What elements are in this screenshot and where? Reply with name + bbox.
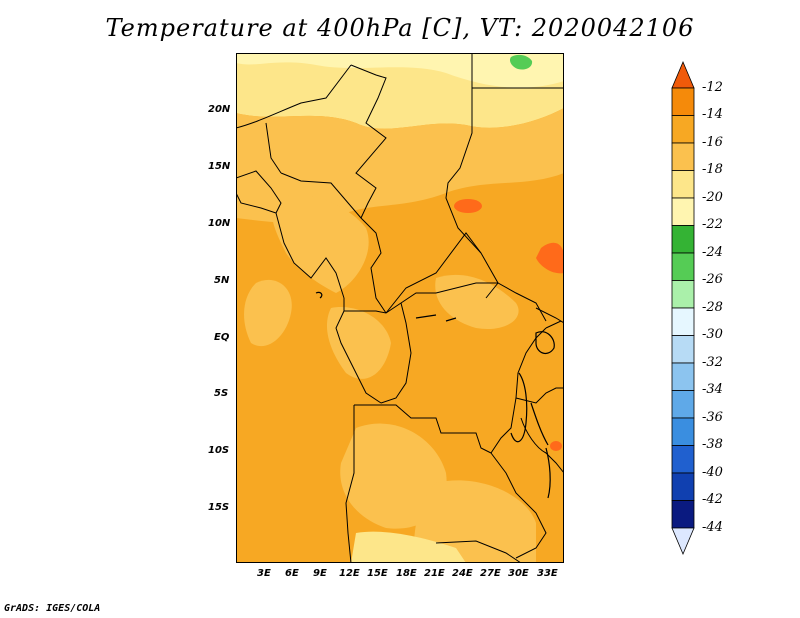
colorbar-label: -22 [702,217,723,232]
chart-title: Temperature at 400hPa [C], VT: 202004210… [105,14,695,42]
colorbar-label: -20 [702,190,723,205]
cold-spot-egypt [509,54,533,70]
colorbar-label: -44 [702,520,723,535]
grads-credit: GrADS: IGES/COLA [4,603,101,614]
colorbar-swatch [671,335,695,364]
hotspot-sudan [536,242,564,274]
colorbar-swatch [671,225,695,254]
lat-label: 15N [208,161,231,172]
colorbar-label: -36 [702,410,723,425]
region-minus-18-south [351,531,466,563]
colorbar-swatch [671,170,695,199]
lon-label: 33E [537,568,558,579]
colorbar-label: -18 [702,162,723,177]
lon-label: 24E [452,568,473,579]
lat-label: 20N [208,104,231,115]
map-panel [235,53,565,564]
hotspot-chad [454,199,482,213]
colorbar-label: -38 [702,437,723,452]
region-minus-20 [236,53,564,88]
colorbar-label: -42 [702,492,723,507]
colorbar-swatch [671,445,695,474]
lon-label: 27E [480,568,501,579]
region-minus-16-west [271,194,369,293]
colorbar-label: -16 [702,135,723,150]
colorbar-swatch [671,197,695,226]
colorbar-swatch [671,390,695,419]
lon-label: 9E [313,568,327,579]
map-svg [235,53,565,564]
colorbar-top-arrow [671,60,695,89]
lon-label: 12E [339,568,360,579]
map-frame [236,53,564,563]
colorbar-label: -26 [702,272,723,287]
colorbar-swatch [671,115,695,144]
colorbar-swatch [671,500,695,529]
lon-label: 30E [508,568,529,579]
lon-label: 18E [396,568,417,579]
colorbar-swatch [671,307,695,336]
lon-label: 21E [424,568,445,579]
colorbar [671,60,695,556]
colorbar-swatch [671,472,695,501]
region-minus-16-coast [244,279,292,347]
colorbar-swatch [671,87,695,116]
country-borders [235,53,565,564]
region-minus-16-north [236,108,564,223]
colorbar-swatch [671,280,695,309]
colorbar-swatch [671,252,695,281]
region-minus-16-gabon [326,307,391,379]
lat-label: 5S [214,388,229,399]
colorbar-label: -12 [702,80,723,95]
lat-label: 15S [208,502,230,513]
colorbar-swatch [671,142,695,171]
lat-label: 10N [208,218,231,229]
colorbar-swatch [671,362,695,391]
lat-label: EQ [214,332,230,343]
region-minus-16-south [340,423,447,529]
colorbar-swatch [671,417,695,446]
colorbar-label: -34 [702,382,723,397]
colorbar-label: -30 [702,327,723,342]
colorbar-bottom-arrow [671,527,695,556]
lon-label: 6E [285,568,299,579]
lon-label: 3E [257,568,271,579]
lat-label: 5N [214,275,230,286]
lat-label: 10S [208,445,230,456]
colorbar-label: -28 [702,300,723,315]
colorbar-label: -24 [702,245,723,260]
colorbar-label: -32 [702,355,723,370]
lon-label: 15E [367,568,388,579]
hotspot-tanzania [550,441,562,451]
lake-outlines [315,291,555,499]
colorbar-label: -40 [702,465,723,480]
colorbar-label: -14 [702,107,723,122]
